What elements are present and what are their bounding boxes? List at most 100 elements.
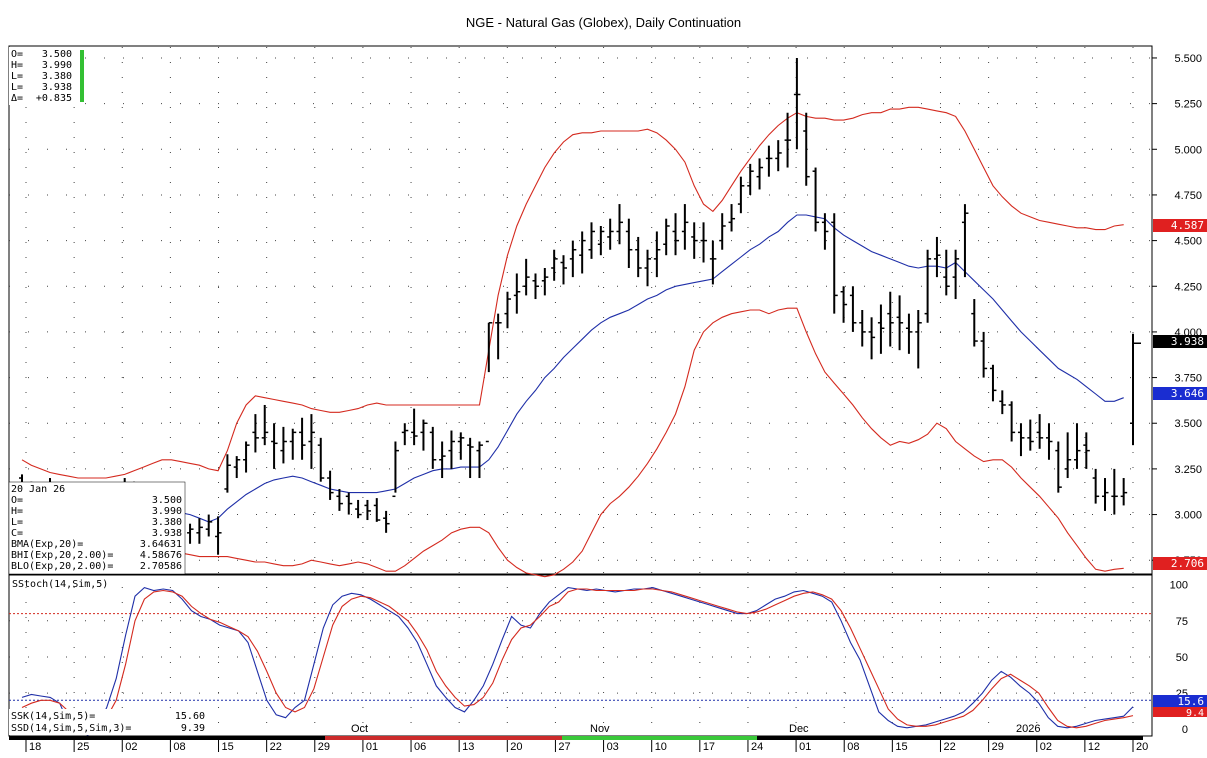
svg-text:SSD(14,Sim,5,Sim,3)=: SSD(14,Sim,5,Sim,3)= [11, 723, 131, 734]
price-tick-label: 4.500 [1174, 236, 1202, 248]
bollinger-bands [21, 106, 1124, 578]
date-tick-label: 29 [992, 741, 1004, 753]
ohlc-bar [420, 419, 427, 451]
ohlc-bar [504, 291, 511, 329]
ohlc-bar [271, 423, 278, 469]
ohlc-bar [877, 304, 885, 354]
svg-text:+0.835: +0.835 [36, 93, 72, 104]
ohlc-bar [299, 417, 306, 460]
ohlc-bar [233, 456, 241, 479]
ohlc-bar [663, 218, 670, 256]
ohlc-bar [280, 426, 287, 464]
svg-text:20 Jan 26: 20 Jan 26 [11, 484, 65, 495]
ohlc-bar [1092, 468, 1100, 504]
svg-text:SSK(14,Sim,5)=: SSK(14,Sim,5)= [11, 711, 95, 722]
ohlc-bar [653, 231, 661, 278]
ohlc-bar [569, 240, 577, 278]
month-label: Dec [789, 723, 809, 735]
ohlc-bar [905, 313, 913, 354]
date-tick-label: 17 [703, 741, 715, 753]
ohlc-bar [775, 140, 782, 172]
ohlc-bar [457, 432, 465, 460]
date-tick-label: 20 [1136, 741, 1148, 753]
ohlc-bar [1064, 432, 1072, 479]
ohlc-bar [261, 404, 269, 446]
ohlc-bar [448, 430, 455, 469]
ohlc-bar [999, 390, 1006, 415]
upper-band-line [21, 106, 1124, 479]
svg-text:4.587: 4.587 [1171, 219, 1204, 232]
ohlc-bar [821, 213, 829, 250]
ohlc-bar [719, 213, 726, 250]
price-tick-label: 3.250 [1174, 464, 1202, 476]
date-tick-label: 06 [414, 741, 426, 753]
svg-text:H=: H= [11, 60, 23, 71]
ohlc-bar [1045, 423, 1053, 460]
ssk-tag: 15.6 [1153, 695, 1207, 708]
svg-text:2.70586: 2.70586 [140, 561, 182, 572]
ohlc-bar [915, 310, 922, 369]
ohlc-bar [1055, 441, 1062, 493]
date-tick-label: 08 [847, 741, 859, 753]
date-tick-label: 24 [751, 741, 763, 753]
ohlc-bar [644, 249, 652, 287]
ohlc-bar [429, 426, 437, 469]
stochastic-lines [21, 586, 1134, 736]
ohlc-bar [215, 516, 222, 555]
ohlc-bar [541, 267, 549, 296]
ohlc-bar [597, 225, 605, 256]
ohlc-bar [812, 167, 820, 232]
ohlc-bar [681, 204, 689, 250]
svg-text:3.380: 3.380 [42, 71, 72, 82]
month-strip [757, 736, 1013, 740]
date-tick-label: 27 [558, 741, 570, 753]
ohlc-bar [345, 492, 353, 515]
date-tick-label: 29 [318, 741, 330, 753]
ohlc-bar [1017, 423, 1025, 457]
date-axis: 18 25 02 08 15 22 29 01 06 13 20 27 03 10 17 24 01 08 15 22… [9, 723, 1148, 753]
svg-text:4.58676: 4.58676 [140, 550, 182, 561]
ohlc-bar [560, 255, 567, 285]
date-tick-label: 08 [173, 741, 185, 753]
date-tick-label: 13 [462, 741, 474, 753]
svg-text:9.39: 9.39 [181, 723, 205, 734]
month-strip [9, 736, 133, 740]
date-tick-label: 02 [125, 741, 137, 753]
ohlc-bar [1083, 432, 1090, 469]
svg-text:3.500: 3.500 [152, 495, 182, 506]
ohlc-bar [205, 514, 213, 537]
month-label: 2026 [1016, 723, 1040, 735]
price-tick-label: 3.000 [1174, 510, 1202, 522]
ohlc-bar [747, 163, 754, 195]
svg-text:BMA(Exp,20)=: BMA(Exp,20)= [11, 539, 83, 550]
ohlc-bar [635, 236, 642, 278]
ohlc-bar [831, 213, 838, 314]
ohlc-bar [924, 249, 932, 323]
ohlc-bar [1101, 478, 1109, 511]
svg-text:3.64631: 3.64631 [140, 539, 182, 550]
price-axis: 5.5005.2505.0004.7504.5004.2504.0003.750… [1152, 53, 1202, 567]
oscillator-tick-label: 75 [1176, 616, 1188, 628]
date-tick-label: 03 [607, 741, 619, 753]
ohlc-bar [224, 454, 231, 493]
ohlc-bar [691, 222, 698, 259]
ohlc-bar [868, 317, 876, 360]
price-tick-label: 4.250 [1174, 281, 1202, 293]
ohlc-bar [401, 423, 409, 446]
ohlc-bar [243, 441, 250, 473]
ohlc-bar [737, 176, 745, 214]
month-strip [1013, 736, 1143, 740]
ohlc-bar [840, 286, 848, 323]
ohlc-bar [1008, 401, 1016, 442]
grid [9, 47, 1152, 735]
svg-text:3.646: 3.646 [1171, 387, 1204, 400]
svg-text:O=: O= [11, 495, 23, 506]
ohlc-bar [1027, 419, 1034, 451]
ohlc-bar [336, 488, 343, 511]
ohlc-bar [765, 145, 773, 177]
ohlc-bar [1036, 414, 1044, 449]
date-tick-label: 20 [510, 741, 522, 753]
ohlc-bar [989, 364, 997, 402]
month-strip [325, 736, 562, 740]
